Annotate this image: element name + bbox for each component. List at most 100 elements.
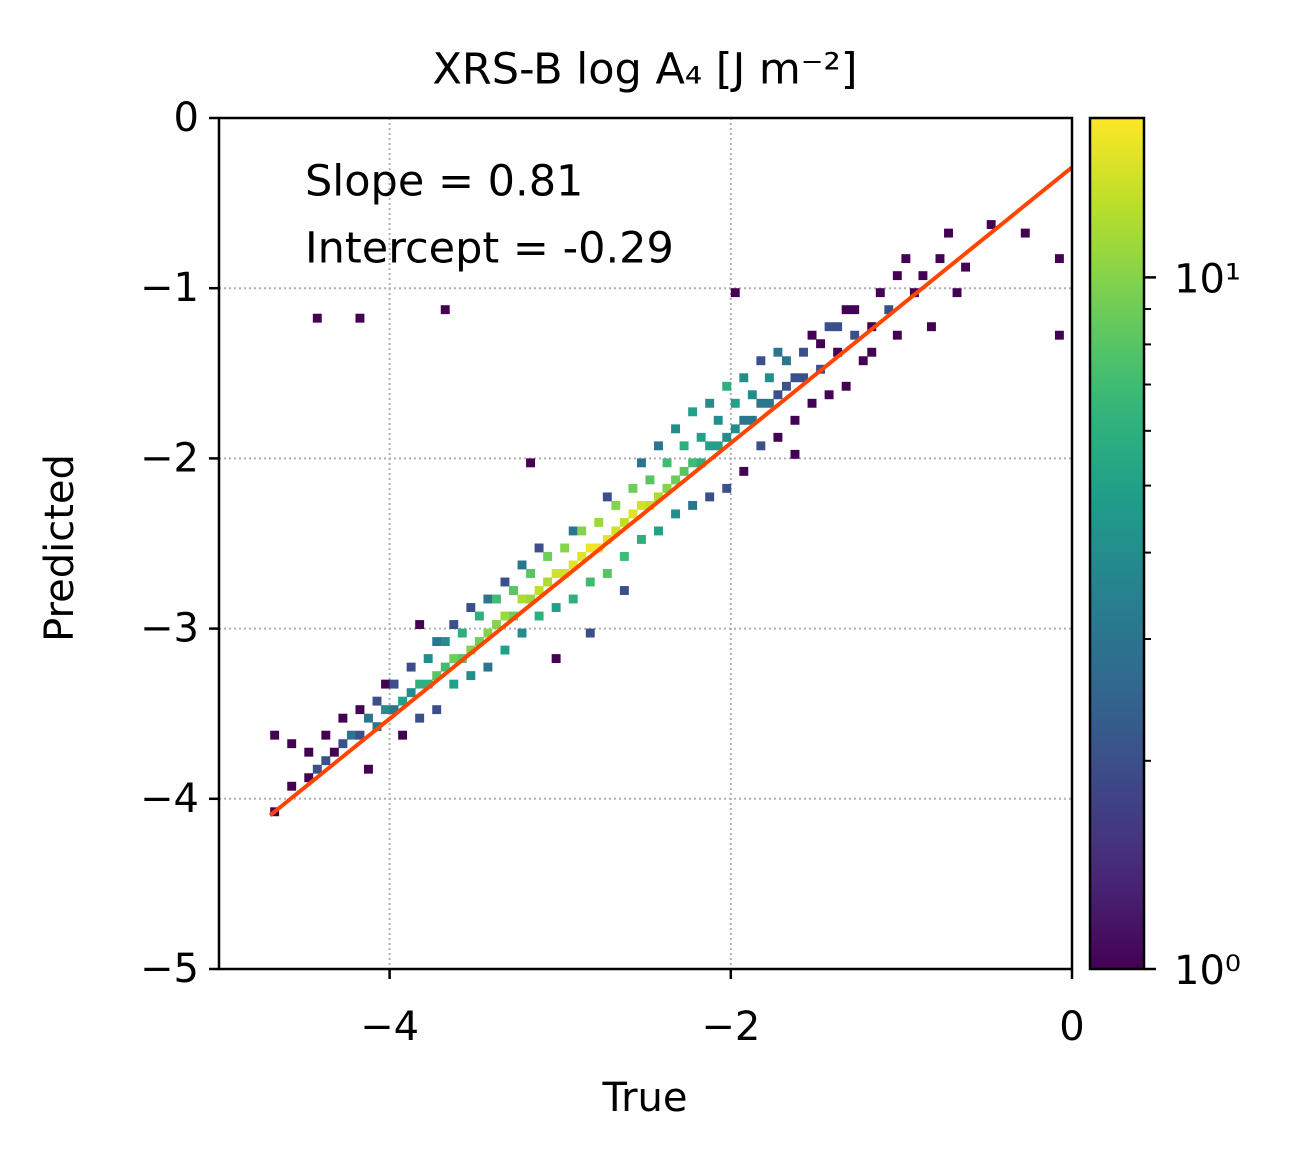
hist-cell bbox=[551, 569, 561, 578]
hist-cell bbox=[389, 679, 399, 689]
hist-cell bbox=[304, 747, 314, 757]
hist-cell bbox=[662, 458, 672, 468]
hist-cell bbox=[381, 679, 390, 689]
hist-cell bbox=[287, 781, 297, 791]
hist-cell bbox=[338, 713, 348, 723]
hist-cell bbox=[491, 620, 501, 629]
hist-cell bbox=[500, 577, 510, 587]
hist-cell bbox=[756, 441, 766, 451]
hist-cell bbox=[722, 381, 732, 391]
hist-cell bbox=[321, 730, 331, 740]
x-tick-label: −2 bbox=[701, 1004, 760, 1050]
hist-cell bbox=[824, 390, 834, 400]
x-tick-label: 0 bbox=[1059, 1004, 1084, 1050]
hist-cell bbox=[986, 220, 996, 230]
hist-cell bbox=[312, 764, 322, 774]
hist-cell bbox=[560, 543, 570, 553]
hist-cell bbox=[688, 500, 698, 510]
hist-cell bbox=[440, 637, 450, 647]
hist-cell bbox=[568, 560, 578, 570]
hist-cell bbox=[534, 586, 544, 595]
hist-cell bbox=[585, 577, 595, 587]
hist-cell bbox=[705, 441, 715, 451]
hist-cell bbox=[440, 662, 450, 672]
hist-cell bbox=[688, 458, 698, 468]
hist-cell bbox=[1020, 228, 1030, 238]
hist-cell bbox=[321, 756, 331, 766]
hist-cell bbox=[287, 739, 297, 749]
hist-cell bbox=[577, 552, 587, 561]
hist-cell bbox=[346, 730, 356, 740]
hist-cell bbox=[474, 637, 484, 647]
hist-cell bbox=[491, 594, 501, 604]
hist-cell bbox=[636, 500, 646, 510]
hist-cell bbox=[892, 271, 902, 281]
hist-cell bbox=[381, 705, 390, 715]
hist-cell bbox=[688, 407, 698, 417]
colorbar-tick-label: 10¹ bbox=[1174, 256, 1241, 302]
hist-cell bbox=[807, 398, 817, 408]
hist-cell bbox=[756, 356, 766, 366]
hist-cell bbox=[423, 654, 433, 664]
hist-cell bbox=[517, 560, 527, 570]
hist-cell bbox=[415, 620, 425, 629]
hist-cell bbox=[551, 603, 561, 612]
hist-cell bbox=[705, 492, 715, 502]
hist-cell bbox=[304, 773, 314, 783]
hist-cell bbox=[926, 322, 936, 332]
hist-cell bbox=[884, 305, 894, 315]
hist-cell bbox=[730, 424, 740, 434]
hist-cell bbox=[705, 398, 715, 408]
colorbar bbox=[1088, 116, 1146, 971]
hist-cell bbox=[440, 305, 450, 315]
hist-cell bbox=[892, 330, 902, 340]
hist-cell bbox=[312, 313, 322, 323]
hist-cell bbox=[543, 552, 553, 561]
hist-cell bbox=[858, 356, 868, 366]
hist-cell bbox=[773, 390, 783, 400]
hist-cell bbox=[628, 509, 638, 519]
hist-cell bbox=[364, 713, 373, 723]
hist-cell bbox=[671, 475, 681, 485]
hist-cell bbox=[415, 679, 425, 689]
hist-cell bbox=[628, 483, 638, 493]
hist-cell bbox=[730, 398, 740, 408]
hist-cell bbox=[764, 398, 774, 408]
hist-cell bbox=[636, 534, 646, 544]
hist-cell bbox=[611, 526, 621, 536]
hist-cell bbox=[568, 526, 578, 536]
hist-cell bbox=[662, 483, 672, 493]
hist-cell bbox=[534, 611, 544, 621]
hist-cell bbox=[781, 356, 791, 366]
hist-cell bbox=[679, 466, 689, 476]
y-tick-label: −3 bbox=[140, 606, 199, 652]
y-tick-label: 0 bbox=[174, 95, 199, 141]
x-axis-label: True bbox=[602, 1075, 688, 1121]
hist-cell bbox=[696, 458, 706, 468]
hist-cell bbox=[551, 654, 561, 664]
hist-cell bbox=[841, 381, 851, 391]
hist-cell bbox=[509, 586, 518, 595]
hist-cell bbox=[773, 347, 783, 357]
y-tick-label: −4 bbox=[140, 776, 199, 822]
hist-cell bbox=[730, 288, 740, 298]
hist-cell bbox=[355, 313, 365, 323]
hist-cell bbox=[1054, 330, 1064, 340]
hist-cell bbox=[585, 628, 595, 638]
hist-cell bbox=[355, 705, 365, 715]
hist-cell bbox=[799, 373, 808, 383]
hist-cell bbox=[432, 637, 442, 647]
hist-cell bbox=[756, 398, 766, 408]
hist-cell bbox=[432, 671, 442, 681]
hist-cell bbox=[747, 415, 757, 425]
y-tick-label: −2 bbox=[140, 435, 199, 481]
hist-cell bbox=[526, 594, 536, 604]
hist-cell bbox=[449, 620, 459, 629]
plot-area bbox=[219, 118, 1074, 969]
hist-cell bbox=[1054, 254, 1064, 264]
hist-cell bbox=[466, 645, 476, 655]
hist-cell bbox=[739, 415, 749, 425]
hist-cell bbox=[406, 688, 416, 698]
hist-cell bbox=[807, 330, 817, 340]
hist-cell bbox=[602, 569, 612, 578]
